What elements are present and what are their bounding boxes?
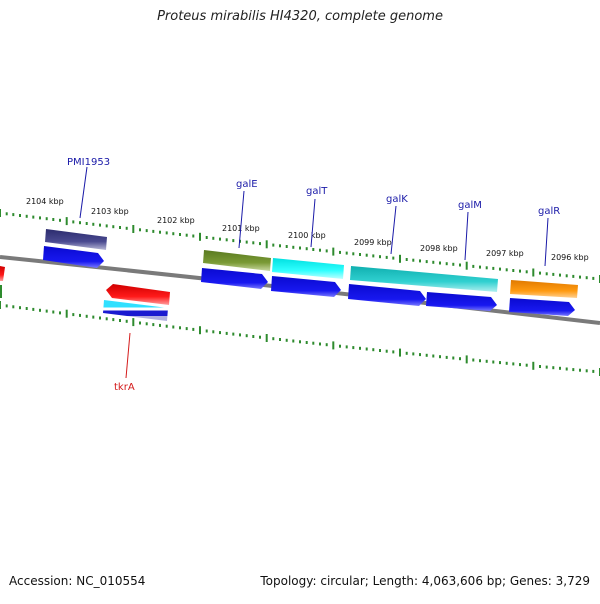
gene-arrow-galr[interactable] xyxy=(509,298,575,316)
leader-galr xyxy=(544,217,549,267)
gene-label-tkra[interactable]: tkrA xyxy=(114,382,135,393)
gene-arrow-gale[interactable] xyxy=(201,268,268,289)
gene-bar-tkra[interactable] xyxy=(103,300,168,321)
genome-title: Proteus mirabilis HI4320, complete genom… xyxy=(157,9,443,24)
gene-label-gale[interactable]: galE xyxy=(236,179,258,190)
gene-bar-pmi1953[interactable] xyxy=(45,229,107,250)
reverse-gene-track xyxy=(0,284,170,321)
gene-bar-galk[interactable] xyxy=(350,266,498,292)
tick-label: 2096 kbp xyxy=(551,253,589,262)
gene-bar-gale[interactable] xyxy=(203,250,271,271)
tick-label: 2099 kbp xyxy=(354,238,392,247)
gene-arrow-galm[interactable] xyxy=(426,292,497,311)
forward-gene-track xyxy=(43,246,575,316)
inner-tick-track xyxy=(0,301,600,376)
tick-label: 2097 kbp xyxy=(486,249,524,258)
gene-arrow-tkra[interactable] xyxy=(106,284,170,305)
outer-tick-track xyxy=(0,209,600,283)
leader-pmi1953 xyxy=(79,166,88,219)
tick-label: 2100 kbp xyxy=(288,231,326,240)
leader-tkra xyxy=(125,332,131,379)
leader-galm xyxy=(464,211,469,261)
gene-label-galr[interactable]: galR xyxy=(538,206,560,217)
leader-galk xyxy=(390,205,397,255)
gene-label-galt[interactable]: galT xyxy=(306,186,328,197)
tick-label: 2103 kbp xyxy=(91,207,129,216)
gene-labels: PMI1953 galE galT galK galM galR tkrA xyxy=(67,157,560,393)
genome-summary-text: Topology: circular; Length: 4,063,606 bp… xyxy=(260,574,590,588)
gene-arrow-galk[interactable] xyxy=(348,284,426,306)
gene-label-pmi1953[interactable]: PMI1953 xyxy=(67,157,110,168)
gene-bar-galt[interactable] xyxy=(272,258,344,279)
tick-label: 2098 kbp xyxy=(420,244,458,253)
tick-labels: 2104 kbp 2103 kbp 2102 kbp 2101 kbp 2100… xyxy=(26,197,589,262)
gene-label-galk[interactable]: galK xyxy=(386,194,408,205)
leader-gale xyxy=(238,190,245,249)
tick-label: 2102 kbp xyxy=(157,216,195,225)
forward-cog-track xyxy=(0,229,578,298)
gene-arrow-galt[interactable] xyxy=(271,276,341,297)
accession-text: Accession: NC_010554 xyxy=(9,574,146,588)
gene-arrow-pmi1953[interactable] xyxy=(43,246,104,268)
leader-galt xyxy=(310,198,316,248)
gene-label-leaders xyxy=(79,166,549,379)
gene-label-galm[interactable]: galM xyxy=(458,200,482,211)
tick-label: 2104 kbp xyxy=(26,197,64,206)
gene-bar-galr[interactable] xyxy=(510,280,578,298)
gene-bar-left-edge[interactable] xyxy=(0,266,5,281)
gene-bar-left-edge-green[interactable] xyxy=(0,285,2,298)
